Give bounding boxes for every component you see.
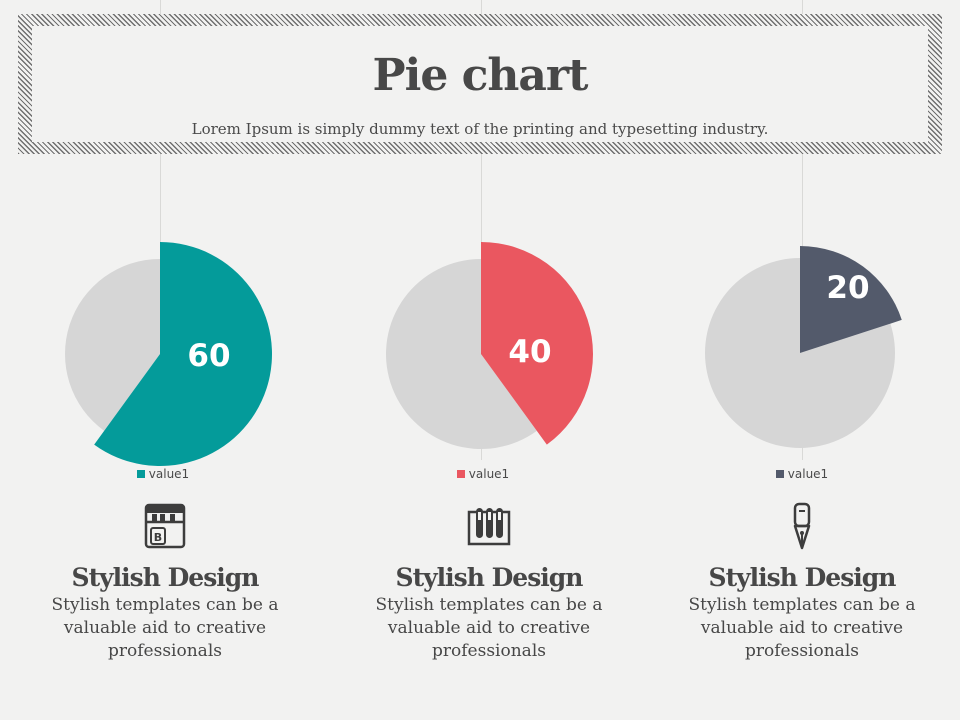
background-line [160,0,161,460]
feature-title: Stylish Design [71,563,260,592]
legend-swatch [456,470,465,478]
feature-text: Stylish templates can be a valuable aid … [51,595,279,661]
feature-title: Stylish Design [708,563,897,592]
background-line [481,0,482,460]
feature-2: Stylish Design Stylish templates can be … [339,562,639,663]
pie-1-remainder-slice [64,259,160,431]
fountain-pen-icon [793,502,811,550]
pie-2-value-slice [481,242,593,445]
legend-label: value1 [468,467,510,481]
pie-3-data-label: 20 [826,270,869,306]
pie-2-data-label: 40 [508,334,551,370]
legend-2: value1 [423,467,543,481]
svg-text:B: B [154,531,162,544]
feature-3: Stylish Design Stylish templates can be … [652,562,952,663]
header-frame: Pie chart Lorem Ipsum is simply dummy te… [18,14,942,154]
feature-text: Stylish templates can be a valuable aid … [688,595,916,661]
background-line [802,0,803,460]
bookshelf-icon: B [144,503,186,549]
legend-swatch [136,470,145,478]
feature-title: Stylish Design [395,563,584,592]
legend-label: value1 [787,467,829,481]
feature-1: Stylish Design Stylish templates can be … [15,562,315,663]
page-title: Pie chart [372,50,589,101]
pie-3-value-slice [800,246,902,353]
test-tubes-icon [467,508,511,546]
pie-1-data-label: 60 [187,338,230,374]
page-subtitle: Lorem Ipsum is simply dummy text of the … [191,120,769,138]
pie-1-value-slice [94,242,273,466]
legend-3: value1 [742,467,862,481]
legend-1: value1 [103,467,223,481]
header-panel: Pie chart Lorem Ipsum is simply dummy te… [32,26,928,142]
legend-label: value1 [148,467,190,481]
legend-swatch [775,470,784,478]
feature-text: Stylish templates can be a valuable aid … [375,595,603,661]
pie-2-remainder-slice [386,259,537,449]
